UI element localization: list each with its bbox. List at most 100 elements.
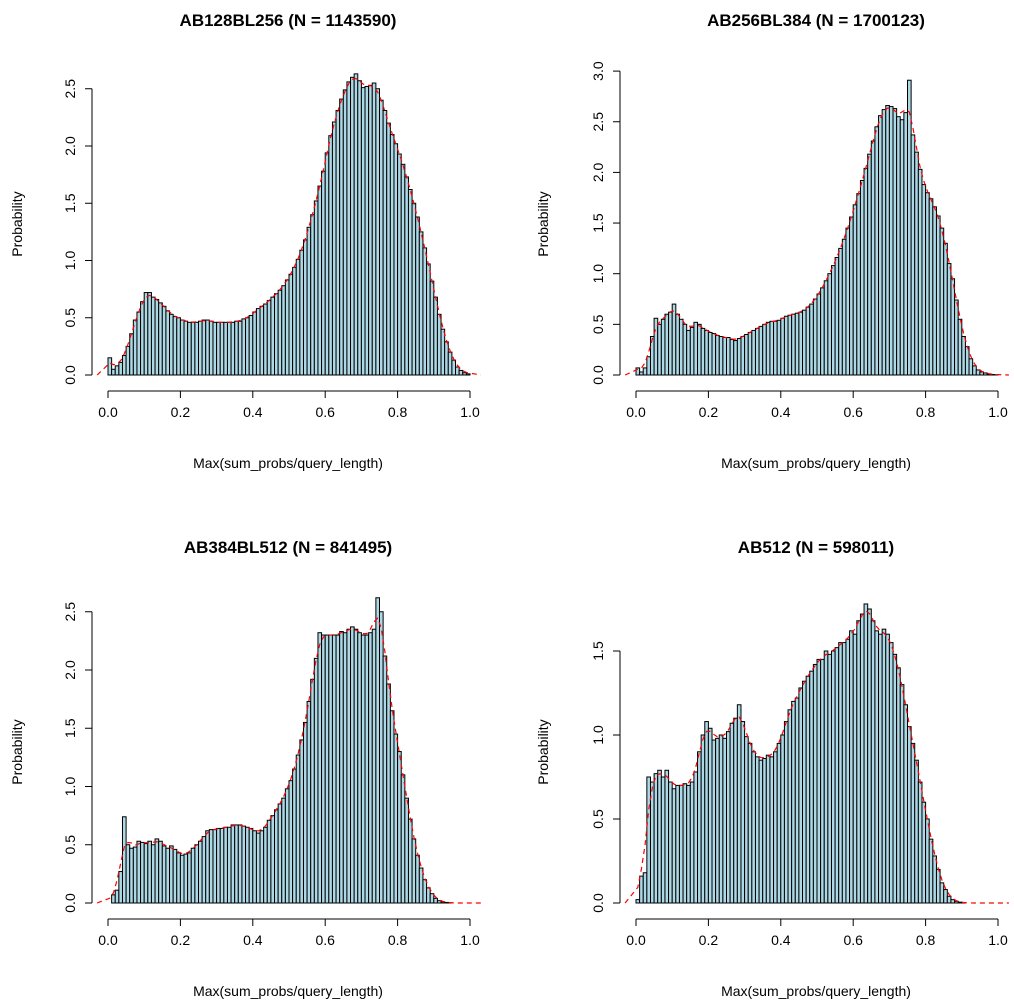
histogram-bar [176,852,181,904]
x-axis-label: Max(sum_probs/query_length) [193,455,383,471]
histogram-bar [917,168,923,376]
histogram-bar [649,781,655,904]
histogram-bar [787,709,793,904]
histogram-bar [179,319,185,376]
histogram-bar [234,824,239,904]
histogram-bar [208,829,214,904]
histogram-bar [718,734,724,904]
y-tick-label: 0.5 [62,308,78,328]
histogram-bar [765,321,771,376]
y-tick-label: 2.0 [62,660,78,680]
histogram-bar [411,202,417,376]
histogram-bar [190,321,196,376]
histogram-bar [660,318,666,376]
histogram-bar [451,359,457,376]
histogram-bar [754,756,760,904]
histogram-bar [154,298,160,376]
histogram-bar [245,317,250,376]
histogram-bar [867,153,872,376]
histogram-bar [306,700,312,904]
histogram-bar [881,628,887,904]
histogram-bar [867,608,872,904]
histogram-bar [776,742,782,904]
histogram-bar [899,684,905,904]
histogram-bar [939,227,945,376]
histogram-bar [161,305,167,376]
histogram-bar [668,311,673,376]
histogram-bar [957,901,963,904]
histogram-bar [194,844,200,904]
histogram-bar [346,628,352,904]
histogram-bar [418,867,424,904]
histogram-bar [313,200,319,376]
histogram-bar [758,759,764,904]
histogram-bar [212,321,218,376]
histogram-bar [805,306,811,376]
histogram-bar [816,293,822,376]
histogram-bar [693,771,699,904]
panel-title: AB512 (N = 598011) [738,538,894,557]
histogram-bar [885,105,890,376]
histogram-bar [397,153,402,376]
histogram-bar [187,852,192,904]
histogram-bar [773,320,778,376]
histogram-bar [907,79,912,376]
y-axis-label: Probability [9,719,25,784]
histogram-bar [165,847,171,904]
histogram-bar [950,899,956,904]
histogram-bar [925,818,930,904]
histogram-bar [226,826,232,904]
histogram-bar [830,265,836,376]
histogram-bar [744,736,749,904]
histogram-bar [364,634,370,904]
histogram-bar [653,317,659,376]
histogram-bar [263,826,268,904]
histogram-bar [892,108,898,376]
histogram-bar [878,633,883,904]
histogram-bar [176,317,181,376]
histogram-bar [751,751,756,904]
histogram-bar [205,319,210,376]
histogram-bar [266,300,272,376]
histogram-bar [921,801,927,904]
histogram-bar [389,710,395,904]
histogram-bar [415,854,420,904]
plot-area: 0.0 0.2 0.4 0.6 0.8 1.0 0.0 0.5 1.0 1.5 [590,603,1009,948]
x-tick-label: 0.8 [916,404,936,420]
histogram-bar [379,99,384,376]
y-tick-label: 0.5 [62,835,78,855]
y-axis-label: Probability [535,191,551,256]
histogram-bar [248,314,254,376]
histogram-bar [823,280,829,376]
histogram-bar [726,731,731,904]
x-tick-label: 1.0 [988,404,1008,420]
histogram-bar [693,321,699,376]
histogram-bar [350,76,355,376]
histogram-bar [805,675,811,904]
histogram-bar [639,371,644,376]
histogram-bar [903,112,909,376]
histogram-bar [780,317,785,376]
histogram-bar [838,642,843,904]
histogram-bar [660,776,666,904]
histogram-bar [429,280,435,376]
histogram-bar [219,321,225,376]
histogram-bar [816,658,822,904]
panel-title: AB256BL384 (N = 1700123) [707,11,925,30]
density-curve [96,617,481,904]
histogram-bar [820,287,825,376]
x-tick-label: 0.8 [916,932,936,948]
histogram-bar [111,368,116,376]
histogram-bar [281,285,286,376]
x-tick-label: 0.0 [98,404,118,420]
panel-ab256bl384: AB256BL384 (N = 1700123) Probability Max… [535,11,1009,471]
histogram-bar [769,756,775,904]
histogram-bar [310,214,315,376]
histogram-bar [147,292,152,376]
histogram-bar [444,341,449,376]
histogram-bar [747,331,753,376]
histogram-bar [274,809,279,904]
y-tick-label: 2.5 [62,602,78,622]
panel-title: AB384BL512 (N = 841495) [184,538,392,557]
histogram-bar [371,628,377,904]
